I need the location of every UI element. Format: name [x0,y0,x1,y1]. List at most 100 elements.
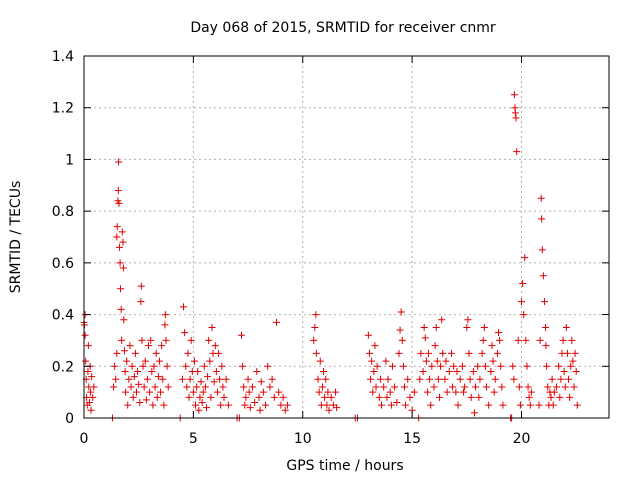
data-point [375,393,383,401]
data-point [373,362,381,370]
data-point [572,367,580,375]
data-point [439,349,447,357]
data-point [469,367,477,375]
data-point [562,324,570,331]
data-point [138,336,146,344]
data-point [479,336,487,344]
data-point [115,199,123,207]
data-point [114,186,122,194]
data-point [513,148,521,156]
data-point [542,342,550,350]
data-point [388,362,396,370]
data-point [148,367,156,375]
data-point [496,336,504,344]
data-point [370,367,378,375]
data-point [433,357,441,365]
data-point [90,383,98,391]
data-point [128,362,136,370]
data-point [81,331,89,339]
data-point [183,383,191,391]
data-point [406,393,414,401]
data-point [515,383,523,391]
data-point [569,357,577,365]
data-point [525,393,533,401]
y-tick-label: 0.2 [52,359,74,375]
data-point [206,357,214,365]
x-axis-label: GPS time / hours [286,458,403,474]
data-point [570,383,578,391]
data-point [489,357,497,365]
y-tick-label: 0.6 [52,256,74,272]
y-tick-label: 0.4 [52,308,74,324]
data-point [544,383,552,391]
data-point [466,375,474,383]
data-point [476,375,484,383]
data-point [568,336,576,344]
data-point [384,375,392,383]
data-point [87,388,95,396]
data-point [154,373,162,381]
data-point [382,357,390,365]
data-point [549,401,557,409]
data-point [416,375,424,383]
data-point [218,362,226,370]
data-point [396,326,404,334]
data-point [493,349,501,357]
data-point [189,388,197,396]
data-point [149,401,157,409]
data-point [120,316,128,324]
data-point [518,298,525,306]
data-point [397,308,405,316]
x-tick-label: 20 [513,431,531,447]
data-point [220,393,228,401]
data-point [140,383,148,391]
data-point [255,393,263,401]
data-point [426,375,434,383]
data-point [571,349,579,357]
data-point [153,393,161,401]
data-point [420,324,428,331]
data-point [488,342,496,350]
data-point [245,388,253,396]
data-point [368,357,376,365]
data-point [472,383,480,391]
data-point [162,336,170,344]
data-point [315,388,323,396]
y-tick-label: 0.8 [52,204,74,220]
data-point [427,401,435,409]
data-point [567,362,575,370]
data-point [224,401,232,409]
data-point [470,409,478,417]
axis-ticks [83,55,609,419]
data-point [550,388,558,396]
data-point [117,305,125,313]
data-point [212,367,220,375]
data-point [425,349,433,357]
data-point [145,342,153,350]
data-point [520,311,528,319]
y-tick-label: 0 [65,411,74,427]
data-point [160,401,168,409]
data-point [557,375,565,383]
data-point [268,375,276,383]
data-point [365,349,373,357]
data-point [246,404,254,412]
data-point [327,393,335,401]
data-point [383,393,391,401]
data-point [208,324,216,331]
data-point [526,401,534,409]
data-point [197,378,205,386]
data-point [524,383,532,391]
data-point [215,349,223,357]
data-point [195,406,203,414]
data-point [241,401,249,409]
data-point [485,401,493,409]
data-point [181,329,189,337]
data-point [559,336,567,344]
data-point [445,367,453,375]
data-point [538,246,546,254]
data-point [266,383,274,391]
data-point [509,362,517,370]
data-point [332,388,340,396]
data-point [495,329,503,337]
